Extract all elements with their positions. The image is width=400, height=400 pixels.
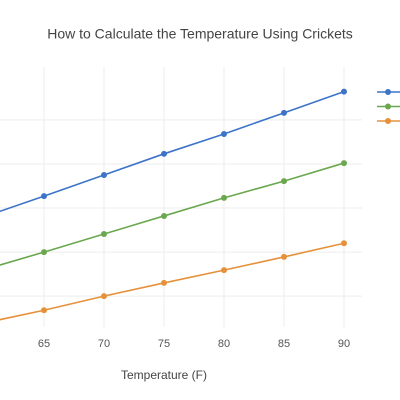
- data-point: [101, 231, 107, 238]
- x-tick-label: 75: [158, 338, 170, 350]
- x-tick-label: 80: [218, 338, 230, 350]
- series-line: [0, 162, 345, 266]
- x-tick-label: 85: [278, 338, 290, 350]
- data-point: [281, 253, 287, 260]
- data-point: [161, 279, 167, 286]
- data-point: [341, 240, 347, 247]
- data-point: [41, 307, 47, 314]
- x-tick-label: 70: [98, 338, 110, 350]
- data-point: [221, 194, 227, 201]
- series-line: [0, 242, 345, 321]
- x-tick-label: 65: [38, 338, 50, 350]
- data-point: [341, 88, 347, 95]
- legend-marker: [385, 103, 391, 110]
- chart-title: How to Calculate the Temperature Using C…: [47, 26, 353, 42]
- data-point: [161, 212, 167, 219]
- series-line: [0, 90, 345, 213]
- x-tick-label: 90: [338, 338, 350, 350]
- data-point: [41, 193, 47, 200]
- data-point: [221, 267, 227, 274]
- data-point: [341, 160, 347, 167]
- data-point: [161, 150, 167, 157]
- data-point: [41, 249, 47, 256]
- x-axis-title: Temperature (F): [121, 368, 207, 382]
- data-point: [101, 293, 107, 300]
- data-point: [281, 109, 287, 116]
- data-point: [101, 171, 107, 178]
- data-point: [221, 130, 227, 137]
- data-point: [281, 178, 287, 185]
- legend-marker: [385, 118, 391, 124]
- legend-marker: [385, 89, 391, 95]
